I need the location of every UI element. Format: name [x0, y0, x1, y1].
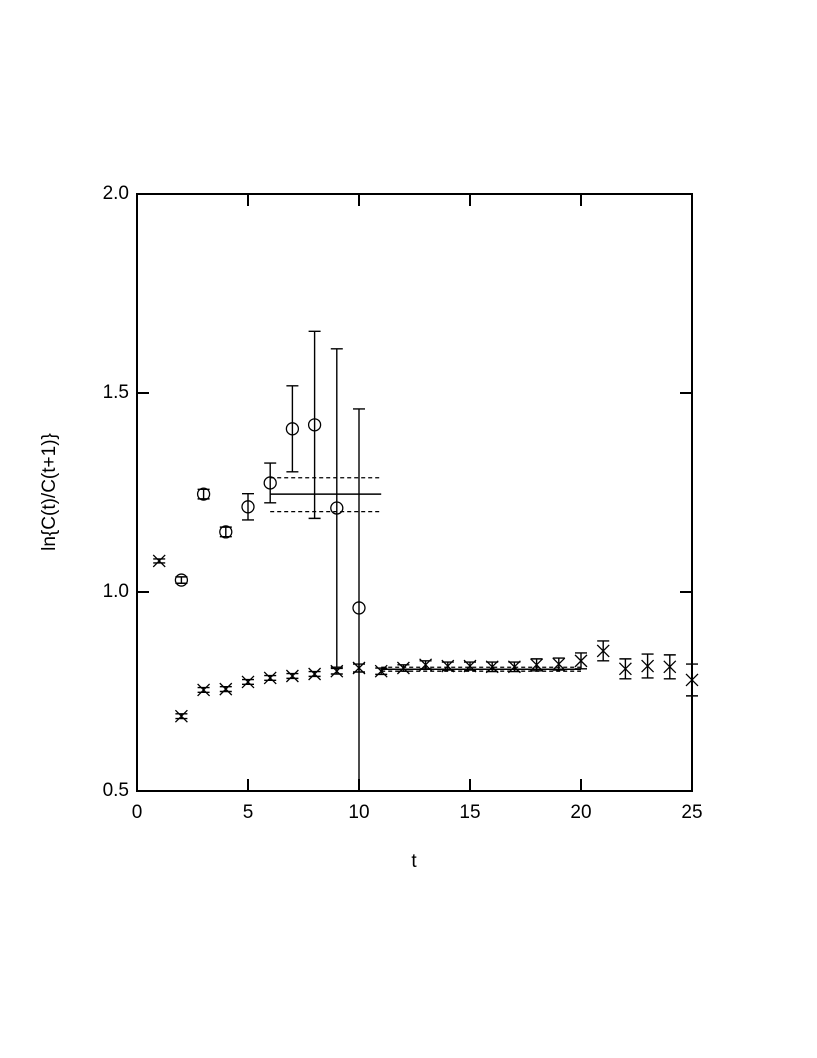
- cross-marker: [507, 660, 521, 674]
- y-tick-label: 0.5: [103, 780, 129, 801]
- x-tick-label: 25: [681, 802, 702, 823]
- cross-marker: [663, 660, 677, 674]
- x-axis-label: t: [411, 851, 417, 872]
- error-bar: [286, 385, 299, 473]
- x-tick-label: 0: [132, 802, 143, 823]
- cross-marker: [419, 658, 433, 672]
- cross-marker: [552, 657, 566, 671]
- x-tick-label: 15: [459, 802, 480, 823]
- circle-marker: [263, 476, 277, 490]
- error-bar: [308, 330, 321, 520]
- error-bar: [353, 408, 365, 792]
- cross-marker: [485, 660, 499, 674]
- error-bar: [242, 492, 254, 521]
- circle-marker: [330, 501, 344, 515]
- cross-marker: [263, 671, 277, 685]
- x-tick-label: 20: [570, 802, 591, 823]
- cross-marker: [241, 675, 255, 689]
- circle-marker: [174, 573, 189, 587]
- cross-marker: [152, 554, 166, 568]
- circle-marker: [196, 487, 211, 501]
- cross-marker: [641, 659, 655, 673]
- cross-marker: [174, 709, 188, 723]
- circle-marker: [352, 601, 366, 615]
- y-tick-label: 1.5: [103, 382, 129, 403]
- cross-marker: [441, 659, 455, 673]
- error-bar: [264, 462, 277, 504]
- cross-marker: [463, 659, 477, 673]
- cross-marker: [330, 664, 344, 678]
- y-tick-label: 1.0: [103, 581, 129, 602]
- cross-marker: [685, 673, 699, 687]
- cross-marker: [285, 669, 299, 683]
- cross-marker: [308, 667, 322, 681]
- error-bar: [175, 576, 188, 584]
- error-bar: [330, 348, 343, 668]
- cross-marker: [618, 662, 632, 676]
- x-tick-label: 5: [243, 802, 254, 823]
- cross-marker: [352, 661, 366, 675]
- circle-marker: [241, 500, 255, 514]
- y-axis-label: ln{C(t)/C(t+1)}: [39, 433, 60, 551]
- x-tick-label: 10: [348, 802, 369, 823]
- cross-marker: [396, 661, 410, 675]
- cross-marker: [197, 683, 211, 697]
- cross-marker: [219, 682, 233, 696]
- cross-marker: [574, 654, 588, 668]
- circle-marker: [219, 525, 233, 539]
- cross-marker: [530, 658, 544, 672]
- plot-frame: [136, 193, 693, 792]
- circle-marker: [307, 418, 322, 432]
- cross-marker: [596, 644, 610, 658]
- cross-marker: [374, 664, 388, 678]
- y-tick-label: 2.0: [103, 183, 129, 204]
- circle-marker: [285, 422, 300, 436]
